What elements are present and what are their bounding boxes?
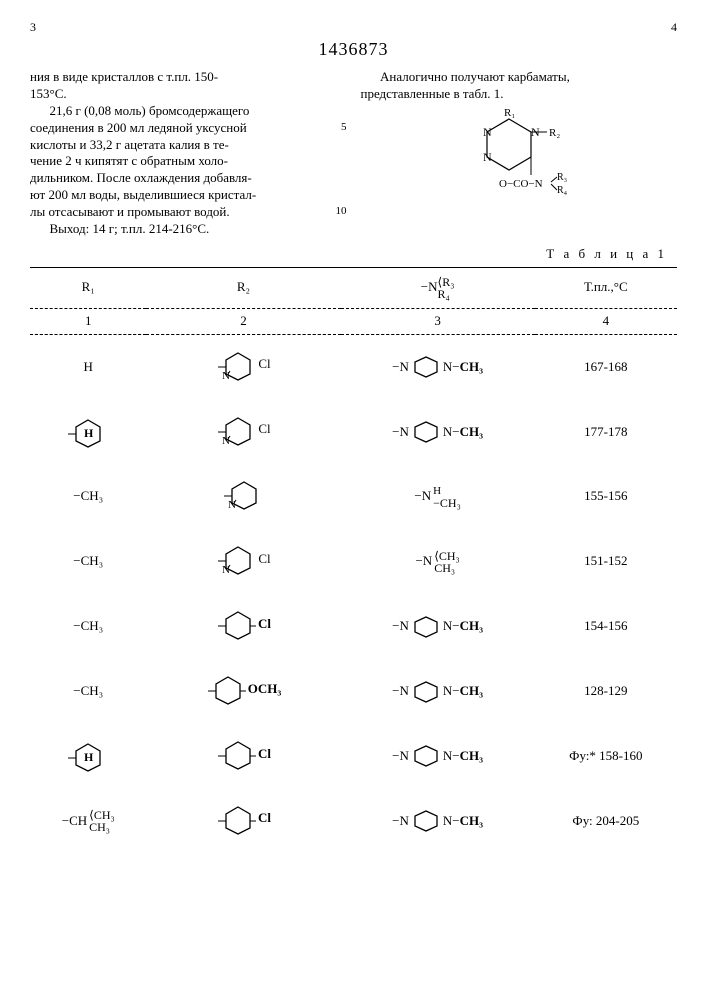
cell-r1: H <box>30 334 146 399</box>
structure-diagram: N N N R₁ R₂ O−CO−N R₃ R₄ <box>361 107 678 197</box>
page-right: 4 <box>671 20 677 36</box>
svg-text:H: H <box>84 750 94 764</box>
patent-number: 1436873 <box>30 38 677 61</box>
line-num: 5 <box>341 120 347 134</box>
svg-text:R₂: R₂ <box>549 127 560 139</box>
t: соединения в 200 мл ледяной уксусной <box>30 120 247 135</box>
text-columns: ния в виде кристаллов с т.пл. 150- 153°С… <box>30 69 677 238</box>
t: лы отсасывают и промывают водой. <box>30 204 230 219</box>
t: Аналогично получают карбаматы, <box>380 69 570 84</box>
col-tm: Т.пл.,°С <box>535 267 677 308</box>
coln: 1 <box>30 308 146 334</box>
table-row: −CH₃ N −NH−CH₃ 155-156 <box>30 464 677 529</box>
cell-tm: Фу: 204-205 <box>535 789 677 854</box>
t: ния в виде кристаллов с т.пл. 150- <box>30 69 218 84</box>
table-row: H Cl −NN−CH₃ Фу:* 158-160 <box>30 724 677 789</box>
compounds-table: R₁ R₂ −N⟨R₃R₄ Т.пл.,°С 1 2 3 4 H NCl −NN… <box>30 267 677 854</box>
cell-r1: H <box>30 400 146 465</box>
cell-r2: Cl <box>146 789 340 854</box>
t: представленные в табл. 1. <box>361 86 504 101</box>
cell-r3: −NH−CH₃ <box>341 464 535 529</box>
cell-r1: H <box>30 724 146 789</box>
table-row: −CH₃ OCH₃ −NN−CH₃ 128-129 <box>30 659 677 724</box>
cell-tm: 155-156 <box>535 464 677 529</box>
svg-text:N: N <box>222 370 230 381</box>
cell-r2: NCl <box>146 529 340 594</box>
table-row: H NCl −NN−CH₃ 177-178 <box>30 400 677 465</box>
table-row: −CH⟨CH₃CH₃ Cl −NN−CH₃ Фу: 204-205 <box>30 789 677 854</box>
cell-r3: −NN−CH₃ <box>341 594 535 659</box>
cell-r2: OCH₃ <box>146 659 340 724</box>
line-num: 10 <box>336 204 347 218</box>
triazine-structure-icon: N N N R₁ R₂ O−CO−N R₃ R₄ <box>449 107 589 197</box>
cell-r3: −NN−CH₃ <box>341 789 535 854</box>
page-left: 3 <box>30 20 36 36</box>
cell-r2: NCl <box>146 334 340 399</box>
t: 21,6 г (0,08 моль) бромсодержащего <box>50 103 250 118</box>
t: чение 2 ч кипятят с обратным холо- <box>30 153 228 168</box>
t: 153°С. <box>30 86 67 101</box>
svg-text:N: N <box>222 564 230 575</box>
svg-text:N: N <box>483 150 492 164</box>
coln: 4 <box>535 308 677 334</box>
table-row: −CH₃ NCl −N⟨CH₃CH₃ 151-152 <box>30 529 677 594</box>
cell-tm: Фу:* 158-160 <box>535 724 677 789</box>
cell-r3: −NN−CH₃ <box>341 334 535 399</box>
cell-r1: −CH₃ <box>30 529 146 594</box>
svg-text:R₁: R₁ <box>504 107 515 119</box>
coln: 3 <box>341 308 535 334</box>
svg-text:R₄: R₄ <box>557 185 568 196</box>
cell-r2: Cl <box>146 724 340 789</box>
svg-text:N: N <box>222 435 230 446</box>
t: ют 200 мл воды, выделившиеся кристал- <box>30 187 256 202</box>
table-label: Т а б л и ц а 1 <box>30 246 667 263</box>
svg-text:N: N <box>483 125 492 139</box>
cell-r2: NCl <box>146 400 340 465</box>
col-r2: R₂ <box>146 267 340 308</box>
left-column: ния в виде кристаллов с т.пл. 150- 153°С… <box>30 69 347 238</box>
t: дильником. После охлаждения добавля- <box>30 170 252 185</box>
cell-tm: 128-129 <box>535 659 677 724</box>
cell-tm: 177-178 <box>535 400 677 465</box>
cell-tm: 167-168 <box>535 334 677 399</box>
cell-r2: N <box>146 464 340 529</box>
t: кислоты и 33,2 г ацетата калия в те- <box>30 137 229 152</box>
cell-r2: Cl <box>146 594 340 659</box>
cell-r3: −N⟨CH₃CH₃ <box>341 529 535 594</box>
svg-text:H: H <box>84 426 94 440</box>
cell-r1: −CH₃ <box>30 594 146 659</box>
svg-text:N: N <box>228 499 236 510</box>
cell-r3: −NN−CH₃ <box>341 400 535 465</box>
coln: 2 <box>146 308 340 334</box>
table-row: H NCl −NN−CH₃ 167-168 <box>30 334 677 399</box>
cell-r3: −NN−CH₃ <box>341 659 535 724</box>
t: Выход: 14 г; т.пл. 214-216°С. <box>50 221 210 236</box>
cell-r1: −CH₃ <box>30 659 146 724</box>
table-row: −CH₃ Cl −NN−CH₃ 154-156 <box>30 594 677 659</box>
cell-r1: −CH⟨CH₃CH₃ <box>30 789 146 854</box>
right-column: Аналогично получают карбаматы, представл… <box>361 69 678 238</box>
svg-text:O−CO−N: O−CO−N <box>499 178 543 190</box>
cell-r1: −CH₃ <box>30 464 146 529</box>
col-r1: R₁ <box>30 267 146 308</box>
cell-tm: 151-152 <box>535 529 677 594</box>
svg-text:R₃: R₃ <box>557 172 567 183</box>
cell-r3: −NN−CH₃ <box>341 724 535 789</box>
cell-tm: 154-156 <box>535 594 677 659</box>
col-r3r4: −N⟨R₃R₄ <box>341 267 535 308</box>
